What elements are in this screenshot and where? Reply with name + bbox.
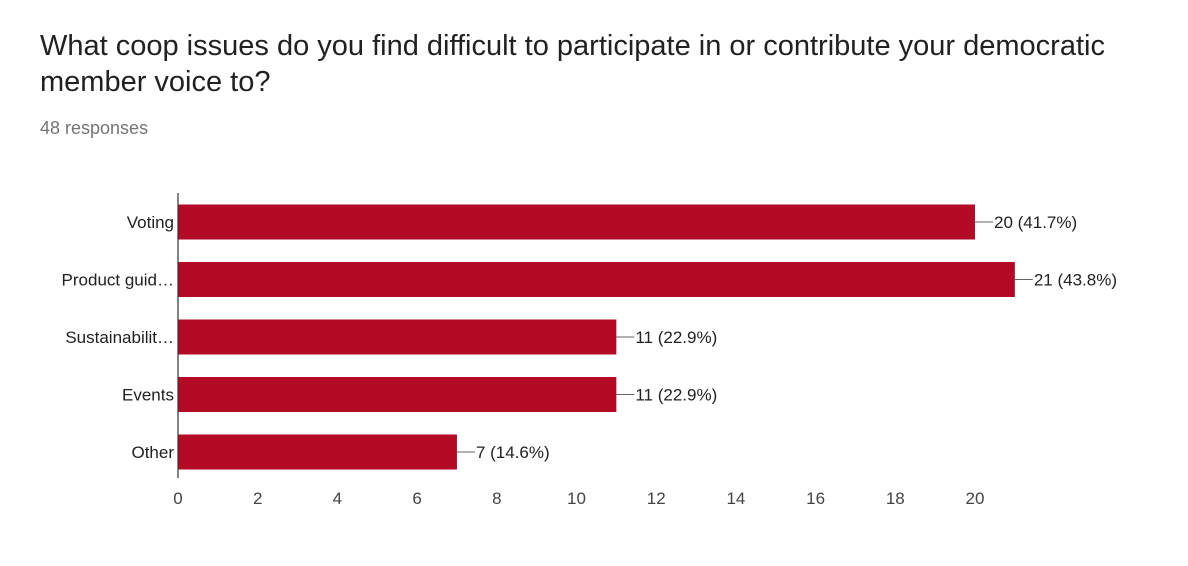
category-label: Sustainabilit… [65, 328, 174, 347]
data-label: 7 (14.6%) [476, 443, 550, 462]
x-tick-label: 10 [567, 489, 586, 508]
x-tick-label: 8 [492, 489, 501, 508]
x-tick-label: 14 [726, 489, 745, 508]
labels-layer: Voting 20 (41.7%) Product guid… 21 (43.8%) S… [62, 213, 1117, 462]
category-label: Voting [127, 213, 174, 232]
bar-2 [178, 319, 617, 355]
bars-layer [178, 204, 1015, 470]
category-label: Events [122, 386, 174, 405]
bar-0 [178, 204, 975, 240]
x-tick-label: 4 [333, 489, 342, 508]
data-label: 21 (43.8%) [1034, 271, 1117, 290]
data-label: 20 (41.7%) [994, 213, 1077, 232]
bar-4 [178, 434, 457, 470]
x-tick-label: 18 [886, 489, 905, 508]
axis-layer: 0 2 4 6 8 10 12 14 16 18 20 [173, 193, 984, 508]
bar-1 [178, 262, 1015, 297]
data-label: 11 (22.9%) [635, 386, 717, 405]
chart-title: What coop issues do you find difficult t… [40, 30, 1105, 98]
bar-3 [178, 377, 617, 412]
response-count: 48 responses [40, 118, 149, 138]
x-tick-label: 0 [173, 489, 182, 508]
x-tick-label: 16 [806, 489, 825, 508]
x-tick-label: 2 [253, 489, 262, 508]
category-label: Product guid… [62, 271, 174, 290]
x-tick-label: 12 [647, 489, 666, 508]
x-tick-label: 6 [412, 489, 421, 508]
category-label: Other [131, 443, 174, 462]
data-label: 11 (22.9%) [635, 328, 717, 347]
x-tick-label: 20 [966, 489, 985, 508]
